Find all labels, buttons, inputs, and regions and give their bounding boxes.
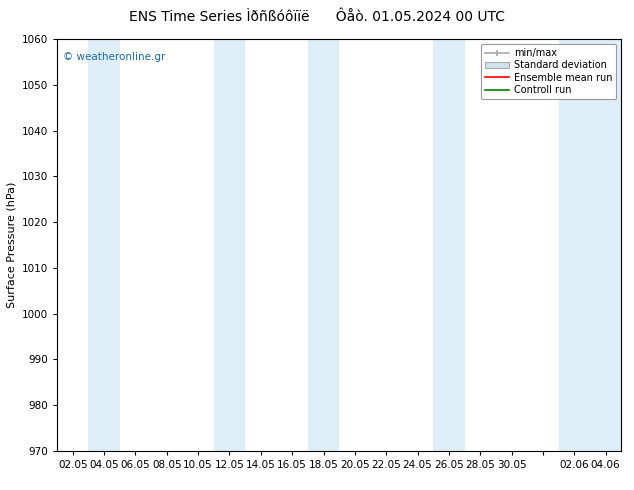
- Bar: [433, 39, 465, 451]
- Legend: min/max, Standard deviation, Ensemble mean run, Controll run: min/max, Standard deviation, Ensemble me…: [481, 44, 616, 99]
- Bar: [214, 39, 245, 451]
- Bar: [308, 39, 339, 451]
- Text: © weatheronline.gr: © weatheronline.gr: [63, 51, 165, 62]
- Bar: [88, 39, 120, 451]
- Bar: [559, 39, 590, 451]
- Text: ENS Time Series Ìðñßóôïïë      Ôåò. 01.05.2024 00 UTC: ENS Time Series Ìðñßóôïïë Ôåò. 01.05.202…: [129, 10, 505, 24]
- Bar: [590, 39, 621, 451]
- Y-axis label: Surface Pressure (hPa): Surface Pressure (hPa): [6, 182, 16, 308]
